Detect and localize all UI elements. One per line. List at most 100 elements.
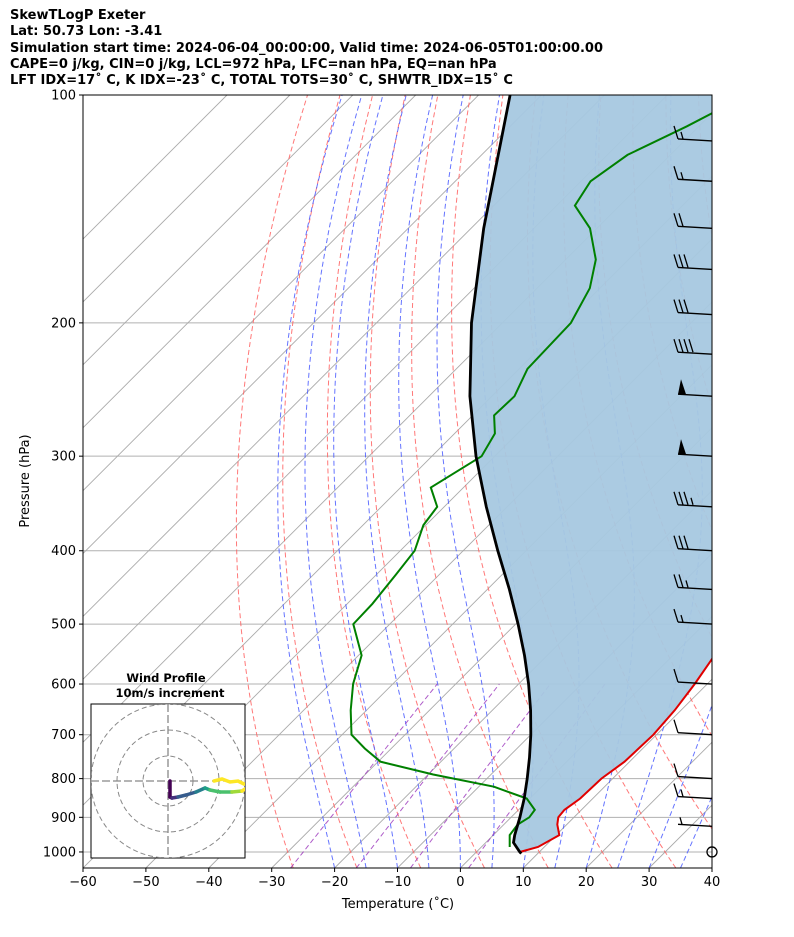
x-tick-label: −30 <box>258 875 285 890</box>
wind-barb <box>673 125 713 142</box>
barb-half-feather <box>680 789 684 797</box>
indices-line-1: CAPE=0 j/kg, CIN=0 j/kg, LCL=972 hPa, LF… <box>10 56 497 72</box>
moist-adiabat <box>711 866 712 868</box>
isotherm-line <box>397 552 712 868</box>
wind-barb <box>673 668 713 685</box>
dry-adiabat <box>451 95 613 868</box>
moist-adiabat <box>304 95 367 868</box>
barb-pennant <box>678 439 686 455</box>
dry-adiabat <box>731 95 794 868</box>
wind-barb <box>673 166 713 182</box>
hodograph-segment <box>240 787 245 793</box>
y-tick-label: 800 <box>51 772 76 787</box>
barb-feather <box>673 763 679 777</box>
barb-feather <box>678 339 684 353</box>
y-tick-label: 300 <box>51 450 76 465</box>
series-layer <box>349 95 712 855</box>
dry-adiabat <box>282 95 358 868</box>
mixing-ratio-line <box>355 683 500 868</box>
barb-feather <box>673 719 679 733</box>
x-tick-label: −60 <box>69 875 96 890</box>
barb-feather <box>673 491 679 506</box>
wind-barb <box>673 763 713 780</box>
barb-feather <box>673 299 679 313</box>
barb-feather <box>683 254 689 268</box>
x-tick-label: −50 <box>132 875 159 890</box>
barb-feather <box>673 668 679 683</box>
barb-feather <box>688 339 694 353</box>
barb-feather <box>673 339 679 353</box>
wind-profile-inset: Wind Profile 10m/s increment <box>90 671 246 859</box>
temperature-line <box>519 657 712 853</box>
barb-staff <box>677 311 713 316</box>
inset-subtitle: 10m/s increment <box>116 686 225 700</box>
x-tick-label: 10 <box>515 875 532 890</box>
barb-staff <box>677 823 713 828</box>
barb-feather <box>673 125 679 140</box>
x-axis: −60 −50 −40 −30 −20 −10 0 10 20 30 40 <box>69 868 720 890</box>
moist-adiabat <box>364 95 430 868</box>
barb-feather <box>683 339 689 353</box>
moist-adiabat <box>277 95 343 868</box>
barb-half-feather <box>685 580 689 588</box>
parcel-line <box>468 95 533 855</box>
barb-pennant <box>678 379 686 395</box>
mixing-ratio-line <box>409 683 551 868</box>
isotherm-line <box>775 95 794 868</box>
inset-title: Wind Profile <box>126 671 206 685</box>
cape-fill-layer <box>469 95 712 854</box>
moist-adiabat <box>680 795 712 868</box>
isotherm-line <box>522 678 712 868</box>
cape-fill <box>469 95 712 854</box>
wind-barb <box>673 339 713 355</box>
moist-adiabat <box>648 703 712 868</box>
y-tick-label: 100 <box>51 89 76 104</box>
chart-title: SkewTLogP Exeter <box>10 8 146 23</box>
isotherm-line <box>83 95 479 492</box>
x-tick-label: 30 <box>641 875 658 890</box>
chart-header: SkewTLogP Exeter Lat: 50.73 Lon: -3.41 S… <box>10 8 603 89</box>
x-tick-label: −40 <box>195 875 222 890</box>
dry-adiabat <box>235 95 308 868</box>
barb-feather <box>678 491 684 506</box>
y-axis-label: Pressure (hPa) <box>18 434 33 527</box>
y-tick-label: 400 <box>51 544 76 559</box>
barb-feather <box>678 213 684 227</box>
wind-barb <box>673 491 713 508</box>
barb-staff <box>677 621 713 625</box>
wind-barb <box>677 817 713 828</box>
barb-staff <box>677 775 713 780</box>
dry-adiabat <box>697 95 712 241</box>
x-tick-label: 20 <box>578 875 595 890</box>
inset-rings <box>91 704 245 858</box>
isotherm-line <box>83 95 354 366</box>
barb-staff <box>677 393 713 397</box>
barb-feather <box>678 299 684 313</box>
y-tick-label: 200 <box>51 316 76 331</box>
barb-feather <box>673 535 679 549</box>
wind-barbs <box>673 125 718 858</box>
y-tick-label: 1000 <box>43 845 76 860</box>
barb-staff <box>677 453 713 457</box>
barb-feather <box>673 213 679 227</box>
indices-line-2: LFT IDX=17˚ C, K IDX=-23˚ C, TOTAL TOTS=… <box>10 73 513 89</box>
moist-adiabat <box>398 95 461 868</box>
barb-staff <box>677 351 713 355</box>
isotherm-line <box>83 95 605 618</box>
dry-adiabat <box>369 95 485 868</box>
isotherm-line <box>83 95 228 240</box>
isotherm-line <box>334 489 712 868</box>
barb-feather <box>678 574 684 588</box>
wind-barb <box>673 574 713 591</box>
hodograph-segment <box>212 777 245 786</box>
barb-feather <box>683 535 689 549</box>
wind-barb <box>673 254 713 271</box>
wind-barb <box>677 439 713 457</box>
barb-half-feather <box>680 614 684 623</box>
isotherm-line <box>83 95 417 429</box>
barb-feather <box>673 166 679 180</box>
barb-half-feather <box>680 131 684 140</box>
barb-half-feather <box>680 172 684 180</box>
dry-adiabat <box>764 95 794 868</box>
isotherm-line <box>83 95 291 303</box>
